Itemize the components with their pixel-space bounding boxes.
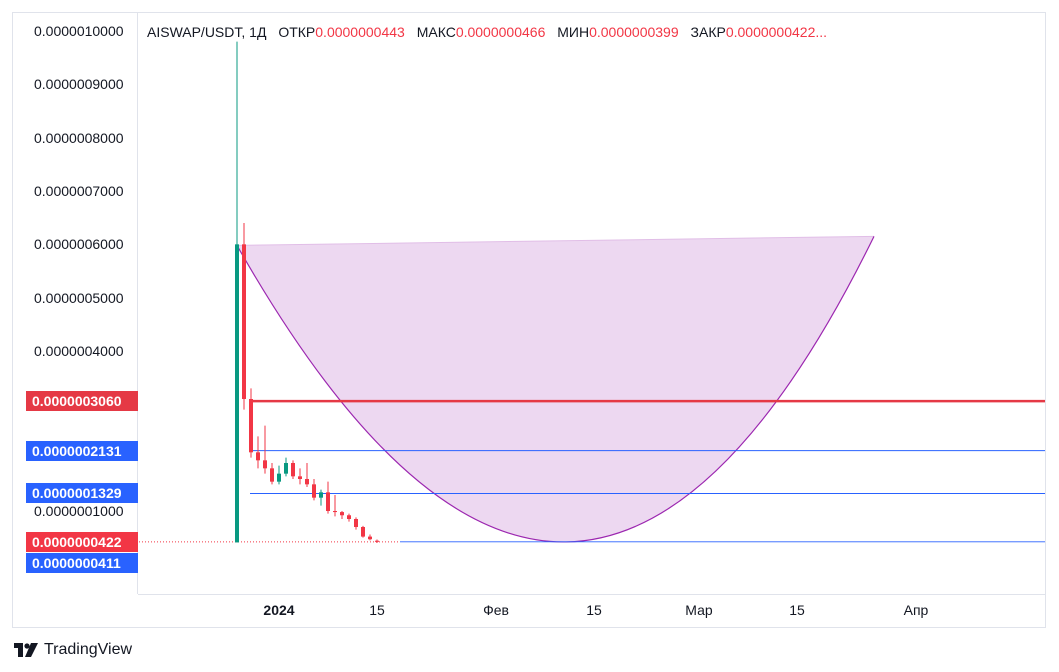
tradingview-logo-icon bbox=[14, 643, 38, 657]
cup-pattern-fill bbox=[237, 236, 874, 542]
candle-body-5 bbox=[270, 468, 274, 482]
price-badge-line-1: 0.0000002131 bbox=[26, 440, 138, 461]
price-tick-label-3: 0.0000007000 bbox=[34, 183, 124, 199]
candle-body-20 bbox=[375, 540, 379, 542]
price-tick-label-4: 0.0000006000 bbox=[34, 236, 124, 253]
price-tick-label-2: 0.0000008000 bbox=[34, 129, 124, 146]
price-tick-label-0: 0.0000010000 bbox=[34, 23, 124, 39]
time-tick-label-0: 2024 bbox=[263, 602, 295, 618]
cup-pattern-rim bbox=[236, 235, 875, 246]
legend-open-value: 0.0000000443 bbox=[315, 24, 405, 40]
time-tick-label-3: 15 bbox=[586, 602, 602, 618]
candle-body-2 bbox=[249, 399, 253, 453]
candle-body-8 bbox=[291, 463, 295, 477]
price-badge-low: 0.0000000411 bbox=[26, 553, 138, 574]
candle-body-16 bbox=[347, 515, 351, 519]
price-tick-label-7: 0.0000001000 bbox=[34, 503, 124, 519]
legend-close-value: 0.0000000422... bbox=[725, 24, 828, 40]
price-badge-line-2: 0.0000001329 bbox=[26, 483, 138, 504]
time-tick-label-6: Апр bbox=[903, 602, 929, 618]
candle-body-19 bbox=[368, 536, 372, 540]
tradingview-brand[interactable]: TradingView bbox=[14, 641, 132, 659]
price-tick-label-5: 0.0000005000 bbox=[34, 289, 124, 306]
chart-legend: AISWAP/USDT, 1Д ОТКР0.0000000443 МАКС0.0… bbox=[147, 24, 827, 40]
candle-body-6 bbox=[277, 473, 281, 482]
legend-low-label: МИН bbox=[557, 24, 590, 40]
candle-body-14 bbox=[333, 511, 337, 513]
legend-close-label: ЗАКР bbox=[690, 24, 726, 40]
price-axis[interactable] bbox=[12, 12, 138, 594]
candle-body-4 bbox=[263, 460, 267, 469]
time-tick-label-1: 15 bbox=[369, 602, 385, 618]
price-tick-label-1: 0.0000009000 bbox=[34, 76, 124, 93]
candle-body-1 bbox=[242, 244, 246, 399]
legend-open-label: ОТКР bbox=[278, 24, 316, 40]
candle-body-12 bbox=[319, 492, 323, 498]
candle-body-18 bbox=[361, 527, 365, 537]
legend-high-label: МАКС bbox=[416, 24, 456, 40]
legend-high-value: 0.0000000466 bbox=[455, 24, 546, 40]
price-badge-line-0: 0.0000003060 bbox=[26, 391, 138, 412]
legend-symbol[interactable]: AISWAP/USDT, 1Д bbox=[147, 24, 267, 40]
candle-body-10 bbox=[305, 479, 309, 485]
candle-body-7 bbox=[284, 463, 288, 474]
candle-body-11 bbox=[312, 484, 316, 498]
candle-body-0 bbox=[235, 244, 239, 543]
candle-body-9 bbox=[298, 476, 302, 479]
time-axis[interactable] bbox=[138, 594, 1046, 628]
time-tick-label-4: Мар bbox=[685, 602, 713, 618]
candle-body-17 bbox=[354, 519, 358, 527]
candle-body-15 bbox=[340, 512, 344, 516]
price-tick-label-6: 0.0000004000 bbox=[34, 343, 124, 359]
price-badge-current: 0.0000000422 bbox=[26, 531, 138, 552]
candle-body-13 bbox=[326, 492, 330, 511]
candle-body-3 bbox=[256, 452, 260, 461]
brand-name: TradingView bbox=[44, 641, 133, 658]
legend-low-value: 0.0000000399 bbox=[589, 24, 679, 40]
time-tick-label-2: Фев bbox=[483, 602, 509, 618]
time-tick-label-5: 15 bbox=[789, 602, 805, 618]
